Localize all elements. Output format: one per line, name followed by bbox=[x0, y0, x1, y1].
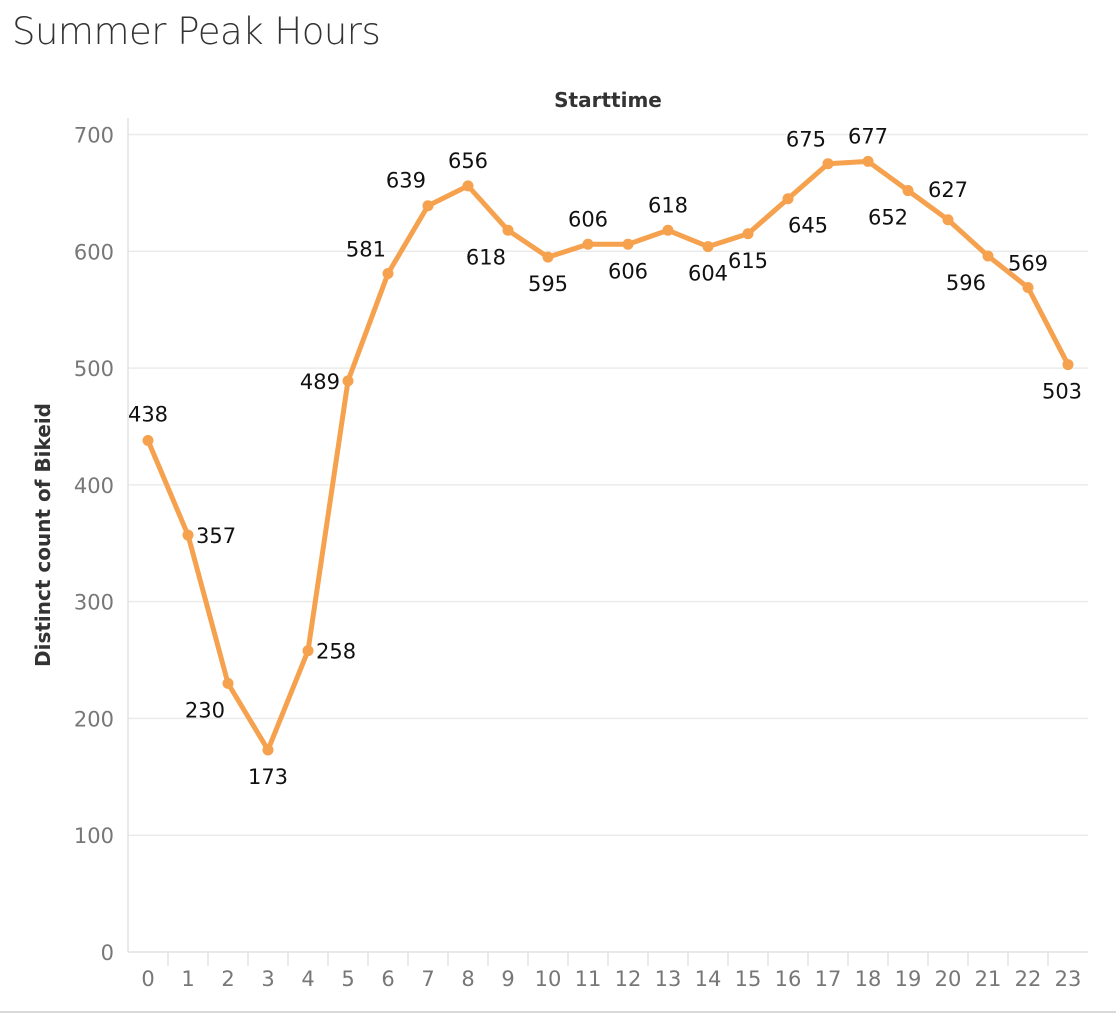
y-tick-label: 600 bbox=[74, 240, 114, 264]
x-tick-label: 23 bbox=[1055, 967, 1082, 991]
data-label: 618 bbox=[466, 245, 506, 269]
y-tick-label: 400 bbox=[74, 474, 114, 498]
x-tick-label: 16 bbox=[775, 967, 802, 991]
y-tick-label: 500 bbox=[74, 357, 114, 381]
x-tick-label: 12 bbox=[615, 967, 642, 991]
data-label: 581 bbox=[346, 237, 386, 261]
data-label: 656 bbox=[448, 149, 488, 173]
data-points bbox=[142, 155, 1074, 756]
x-tick-label: 22 bbox=[1015, 967, 1042, 991]
data-label: 604 bbox=[688, 262, 728, 286]
data-label: 595 bbox=[528, 272, 568, 296]
y-tick-label: 300 bbox=[74, 591, 114, 615]
x-tick-label: 3 bbox=[261, 967, 274, 991]
data-point bbox=[262, 744, 274, 756]
data-label: 627 bbox=[928, 178, 968, 202]
y-axis-title: Distinct count of Bikeid bbox=[31, 403, 55, 667]
data-label: 618 bbox=[648, 193, 688, 217]
x-tick-label: 1 bbox=[181, 967, 194, 991]
x-tick-label: 9 bbox=[501, 967, 514, 991]
x-tick-labels: 0 1 2 3 4 5 6 7 8 9 10 11 12 13 14 15 16 17 18 19 20 21 22 23 bbox=[141, 952, 1081, 991]
data-label: 645 bbox=[788, 214, 828, 238]
x-tick-label: 18 bbox=[855, 967, 882, 991]
data-point bbox=[742, 228, 754, 240]
x-tick-label: 0 bbox=[141, 967, 154, 991]
x-tick-label: 4 bbox=[301, 967, 314, 991]
data-point bbox=[1062, 359, 1074, 371]
data-label: 606 bbox=[568, 207, 608, 231]
data-point bbox=[542, 251, 554, 263]
x-tick-label: 14 bbox=[695, 967, 722, 991]
data-point bbox=[822, 158, 834, 170]
y-tick-label: 0 bbox=[101, 941, 114, 965]
y-tick-label: 100 bbox=[74, 824, 114, 848]
x-tick-label: 17 bbox=[815, 967, 842, 991]
data-point bbox=[222, 677, 234, 689]
data-label: 503 bbox=[1042, 380, 1082, 404]
series-polyline bbox=[145, 158, 1071, 753]
data-point bbox=[462, 180, 474, 192]
y-tick-labels: 0 100 200 300 400 500 600 700 bbox=[74, 124, 114, 966]
data-label: 173 bbox=[248, 765, 288, 789]
y-tick-label: 700 bbox=[74, 124, 114, 148]
data-point bbox=[1022, 281, 1034, 293]
data-label: 357 bbox=[196, 524, 236, 548]
x-tick-label: 13 bbox=[655, 967, 682, 991]
data-point bbox=[622, 238, 634, 250]
x-tick-label: 8 bbox=[461, 967, 474, 991]
data-point bbox=[302, 645, 314, 657]
data-label: 230 bbox=[185, 698, 225, 722]
x-tick-label: 20 bbox=[935, 967, 962, 991]
x-tick-label: 11 bbox=[575, 967, 602, 991]
data-label: 438 bbox=[128, 402, 168, 426]
data-point bbox=[582, 238, 594, 250]
x-tick-label: 19 bbox=[895, 967, 922, 991]
data-label: 652 bbox=[868, 206, 908, 230]
x-tick-label: 6 bbox=[381, 967, 394, 991]
data-point bbox=[862, 155, 874, 167]
x-tick-label: 15 bbox=[735, 967, 762, 991]
data-label: 606 bbox=[608, 259, 648, 283]
data-point bbox=[342, 375, 354, 387]
data-label: 569 bbox=[1008, 251, 1048, 275]
series-line bbox=[145, 158, 1071, 753]
data-point bbox=[982, 250, 994, 262]
data-label: 639 bbox=[386, 169, 426, 193]
data-labels: 438 357 230 173 258 489 581 639 656 618 595 606 606 6… bbox=[128, 124, 1082, 789]
x-tick-label: 21 bbox=[975, 967, 1002, 991]
data-point bbox=[142, 434, 154, 446]
data-label: 489 bbox=[300, 370, 340, 394]
data-point bbox=[702, 241, 714, 253]
data-point bbox=[382, 267, 394, 279]
gridlines bbox=[128, 133, 1088, 836]
y-tick-label: 200 bbox=[74, 707, 114, 731]
x-tick-label: 7 bbox=[421, 967, 434, 991]
data-point bbox=[502, 224, 514, 236]
data-label: 675 bbox=[786, 128, 826, 152]
data-label: 596 bbox=[946, 271, 986, 295]
x-tick-label: 10 bbox=[535, 967, 562, 991]
data-point bbox=[422, 200, 434, 212]
data-label: 677 bbox=[848, 124, 888, 148]
data-point bbox=[902, 185, 914, 197]
x-tick-label: 2 bbox=[221, 967, 234, 991]
x-tick-label: 5 bbox=[341, 967, 354, 991]
chart-title: Summer Peak Hours bbox=[12, 10, 381, 53]
data-label: 615 bbox=[728, 249, 768, 273]
data-point bbox=[662, 224, 674, 236]
data-point bbox=[182, 529, 194, 541]
x-axis-title: Starttime bbox=[554, 88, 662, 112]
data-point bbox=[782, 193, 794, 205]
data-point bbox=[942, 214, 954, 226]
data-label: 258 bbox=[316, 640, 356, 664]
